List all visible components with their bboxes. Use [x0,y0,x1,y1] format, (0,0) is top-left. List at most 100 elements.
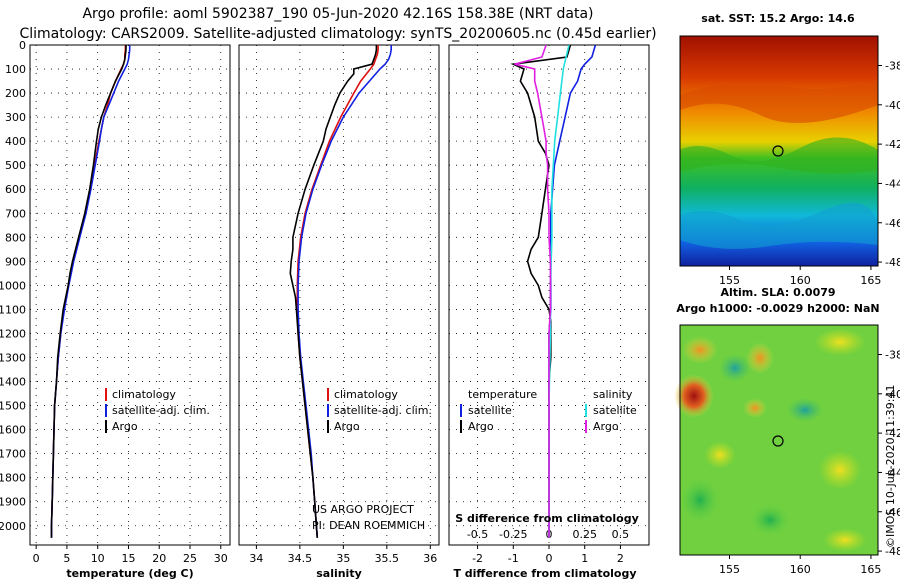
sla-anomaly [823,528,867,552]
argo-position-marker [772,435,784,447]
sla-anomaly [814,328,866,356]
depth-tick-label: 300 [5,111,26,124]
difference-legend: temperature satellite Argo salinity sate… [460,388,637,433]
sst-map-frame [679,35,879,267]
sla-lat-label: -42 [885,427,900,440]
sst-lat-label: -44 [885,177,900,190]
depth-tick-label: 1100 [0,303,26,316]
sst-map-title: sat. SST: 15.2 Argo: 14.6 [701,12,855,25]
depth-tick-label: 1700 [0,448,26,461]
sla-anomaly [682,336,718,364]
difference-x2tick-label: 0.5 [612,528,630,541]
difference-xtick-label: 1 [581,552,588,565]
depth-tick-label: 1400 [0,376,26,389]
legend-s-argo-label: Argo [593,420,619,433]
salinity-legend: climatology satellite-adj. clim. Argo [327,388,432,433]
depth-tick-label: 1800 [0,472,26,485]
salinity-xtick-label: 34 [249,552,263,565]
difference-xtick-label: 2 [617,552,624,565]
argo-position-marker [772,145,784,157]
sst-lat-label: -42 [885,138,900,151]
sla-anomaly [750,504,790,536]
salinity-xtick-label: 34.5 [288,552,313,565]
sla-low-anomaly [719,354,751,382]
temperature-xtick-label: 5 [63,552,70,565]
salinity-argo-line [289,45,378,538]
depth-tick-label: 2000 [0,520,26,533]
depth-tick-label: 1500 [0,400,26,413]
sst-lat-label: -46 [885,217,900,230]
sla-anomaly [818,450,862,490]
temperature-panel-frame [29,44,231,546]
salinity-xtick-label: 35.5 [375,552,400,565]
plot-title-line2: Climatology: CARS2009. Satellite-adjuste… [19,26,657,42]
legend-t-satellite-label: satellite [468,404,512,417]
sla-map-subtitle: Argo h1000: -0.0029 h2000: NaN [676,302,879,315]
sla-lat-label: -44 [885,466,900,479]
depth-tick-label: 0 [19,39,26,52]
difference-x2tick-label: -0.5 [467,528,488,541]
legend-climatology-swatch [105,388,107,401]
temperature-legend: climatology satellite-adj. clim. Argo [105,388,210,433]
salinity-xtick-label: 35 [336,552,350,565]
plot-title-line1: Argo profile: aoml 5902387_190 05-Jun-20… [82,6,594,22]
sla-lon-label: 165 [860,563,881,576]
salinity-xtick-label: 36 [423,552,437,565]
difference-t-satellite-line [548,45,597,538]
depth-tick-label: 1600 [0,424,26,437]
legend-satellite-swatch [105,404,107,417]
temperature-xtick-label: 15 [121,552,135,565]
imos-credit: ©IMOS 10-Jun-2020 11:39:41 [884,384,897,548]
temperature-xtick-label: 20 [152,552,166,565]
sla-map [674,324,879,556]
sla-lon-label: 160 [790,563,811,576]
legend-satellite-label: satellite-adj. clim. [112,404,210,417]
series-layer [50,45,597,538]
legend-climatology-swatch [327,388,329,401]
temperature-xlabel: temperature (deg C) [66,567,193,580]
temperature-climatology-line [50,45,127,538]
difference-s-satellite-line [548,45,570,538]
legend-argo-swatch [105,420,107,433]
depth-tick-label: 1200 [0,327,26,340]
legend-argo-label: Argo [112,420,138,433]
legend-salinity-header: salinity [593,388,633,401]
salinity-panel-frame [238,44,440,546]
temperature-satellite-adj-clim--line [50,45,131,538]
depth-tick-label: 500 [5,159,26,172]
legend-s-satellite-label: satellite [593,404,637,417]
sla-lat-label: -46 [885,506,900,519]
depth-tick-label: 100 [5,63,26,76]
sst-lat-label: -48 [885,256,900,269]
temperature-argo-line [50,45,127,538]
legend-climatology-label: climatology [112,388,176,401]
difference-xlabel: T difference from climatology [453,567,636,580]
sla-high-anomaly [674,374,714,418]
difference-xlabel2: S difference from climatology [455,512,639,525]
project-credit-line1: US ARGO PROJECT [312,503,414,516]
sst-map [679,35,879,267]
sla-anomaly [680,478,720,522]
depth-tick-label: 1900 [0,496,26,509]
project-credit-line2: PI: DEAN ROEMMICH [312,519,425,532]
depth-tick-label: 200 [5,87,26,100]
legend-argo-swatch [327,420,329,433]
temperature-xtick-label: 10 [91,552,105,565]
sst-cool-band [680,203,878,249]
salinity-satellite-adj-clim--line [297,45,393,538]
difference-xtick-label: -2 [472,552,483,565]
sst-lat-label: -40 [885,99,900,112]
sla-lat-label: -48 [885,545,900,558]
depth-tick-label: 1300 [0,352,26,365]
difference-x2tick-label: 0.25 [572,528,597,541]
legend-argo-label: Argo [334,420,360,433]
sst-lon-label: 165 [860,274,881,287]
salinity-climatology-line [296,45,379,538]
sst-lon-label: 160 [790,274,811,287]
legend-temperature-header: temperature [468,388,537,401]
legend-satellite-swatch [327,404,329,417]
legend-t-argo-label: Argo [468,420,494,433]
legend-t-argo-swatch [460,420,462,433]
legend-s-satellite-swatch [585,404,587,417]
